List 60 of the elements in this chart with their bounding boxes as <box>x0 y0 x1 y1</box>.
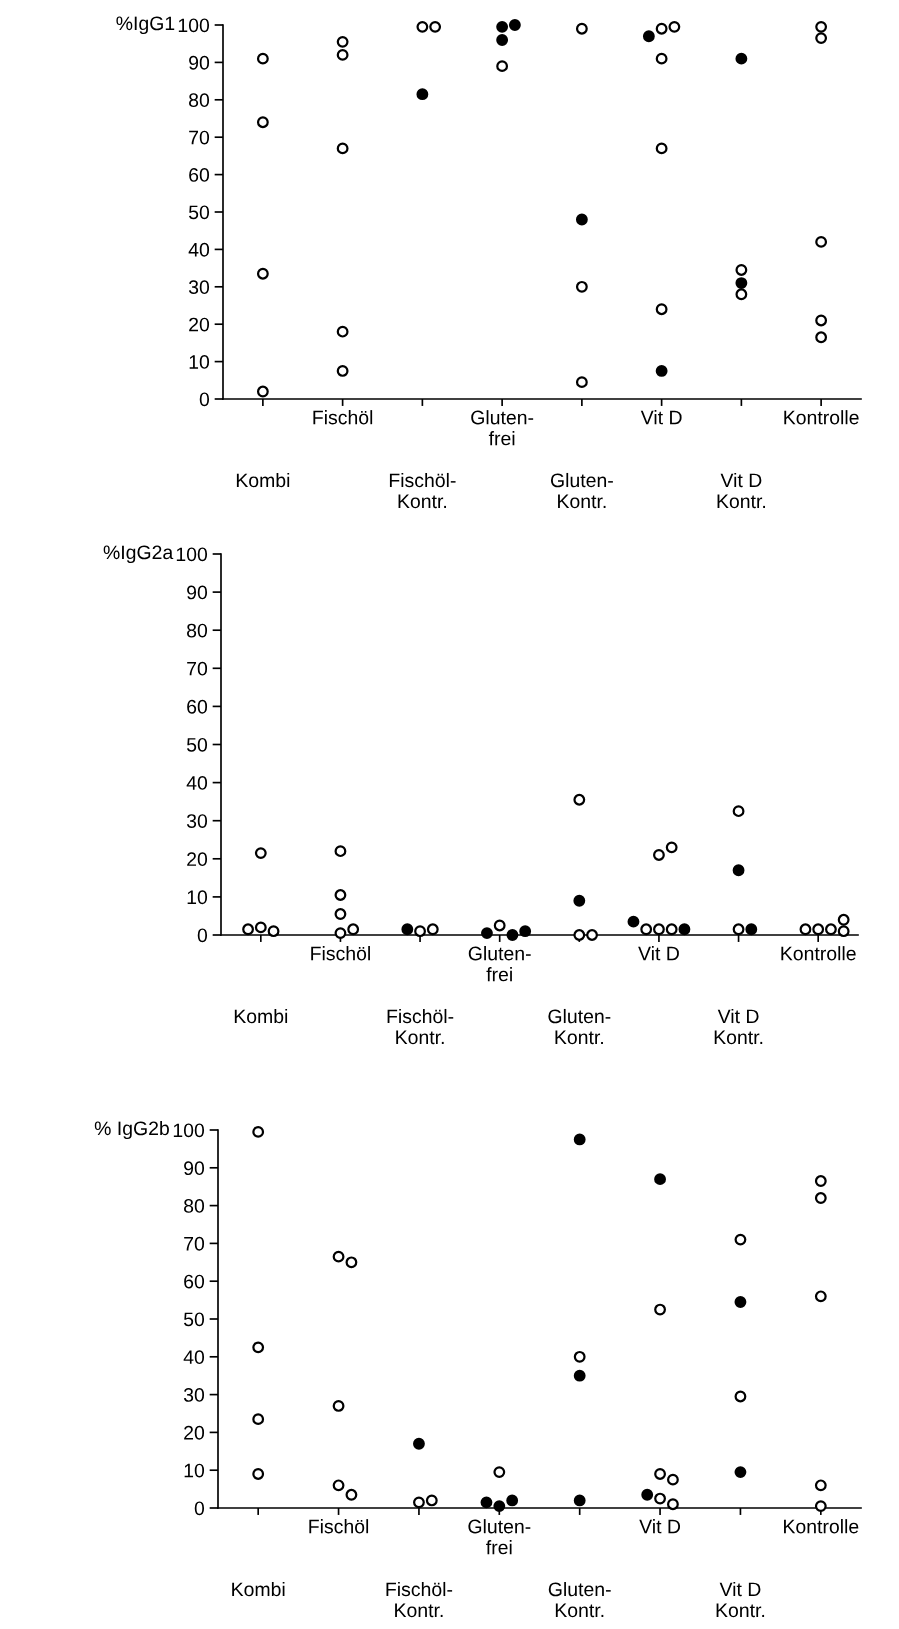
x-tick-label: Kontrolle <box>784 410 859 425</box>
y-tick-label: 40 <box>188 242 210 257</box>
y-tick-label: 30 <box>186 814 208 828</box>
y-tick-label: 60 <box>189 168 210 182</box>
y-axis-title: %IgG2a <box>103 545 174 564</box>
x-tick-label: Fischöl- Kontr. <box>389 472 456 509</box>
x-tick-label: Kombi <box>232 1581 285 1597</box>
y-tick-label: 30 <box>188 280 210 295</box>
y-tick-label: 0 <box>199 392 210 407</box>
x-tick-label: Gluten- Kontr. <box>550 472 613 509</box>
y-tick-label: 50 <box>183 1312 205 1327</box>
y-tick-label: 100 <box>178 18 210 33</box>
y-tick-label: 80 <box>187 623 208 638</box>
x-tick-label: Vit D <box>639 1519 681 1534</box>
x-tick-label: Vit D <box>640 410 682 425</box>
x-tick-label: Gluten- frei <box>468 946 531 982</box>
y-tick-label: 80 <box>184 1199 205 1213</box>
y-tick-label: 20 <box>187 852 208 867</box>
y-tick-label: 20 <box>184 1425 205 1440</box>
y-tick-label: 100 <box>173 1123 205 1138</box>
x-tick-label: Fischöl <box>311 946 370 961</box>
x-tick-label: Kombi <box>234 1008 288 1024</box>
y-tick-label: 60 <box>187 699 208 714</box>
y-tick-label: 70 <box>189 130 210 145</box>
y-tick-label: 40 <box>186 776 208 790</box>
x-tick-label: Fischöl <box>313 410 373 425</box>
x-tick-label: Fischöl- Kontr. <box>386 1581 453 1618</box>
y-tick-label: 0 <box>194 1501 205 1516</box>
x-tick-label: Gluten- Kontr. <box>548 1581 611 1618</box>
y-tick-label: 30 <box>183 1388 205 1402</box>
y-tick-label: 70 <box>184 1236 205 1251</box>
y-tick-label: 20 <box>189 317 210 332</box>
y-axis-title: %IgG1 <box>116 16 175 35</box>
x-tick-label: Kontrolle <box>784 1519 859 1534</box>
y-tick-label: 90 <box>187 585 208 600</box>
y-tick-label: 100 <box>176 547 208 562</box>
y-tick-label: 80 <box>189 93 210 108</box>
y-tick-label: 50 <box>186 737 208 752</box>
y-tick-label: 90 <box>184 1161 205 1176</box>
x-tick-label: Kontrolle <box>781 946 856 961</box>
x-tick-label: Gluten- frei <box>471 410 534 446</box>
x-tick-label: Vit D Kontr. <box>714 1008 763 1045</box>
x-tick-label: Kombi <box>236 472 290 488</box>
y-tick-label: 60 <box>184 1274 205 1289</box>
y-tick-label: 10 <box>189 355 210 369</box>
x-tick-label: Gluten- frei <box>468 1519 531 1555</box>
x-tick-label: Fischöl- Kontr. <box>387 1008 454 1045</box>
x-tick-label: Gluten- Kontr. <box>548 1008 611 1045</box>
y-tick-label: 0 <box>197 928 208 943</box>
y-tick-label: 40 <box>183 1350 205 1365</box>
x-tick-label: Fischöl <box>309 1519 369 1534</box>
x-tick-label: Vit D Kontr. <box>716 1581 765 1618</box>
y-tick-label: 10 <box>187 890 208 905</box>
y-tick-label: 70 <box>187 661 208 676</box>
x-tick-label: Vit D Kontr. <box>717 472 766 509</box>
y-tick-label: 10 <box>184 1463 205 1478</box>
y-axis-title: % IgG2b <box>94 1120 169 1140</box>
x-tick-label: Vit D <box>638 946 679 961</box>
y-tick-label: 90 <box>189 55 210 70</box>
y-tick-label: 50 <box>188 205 210 220</box>
